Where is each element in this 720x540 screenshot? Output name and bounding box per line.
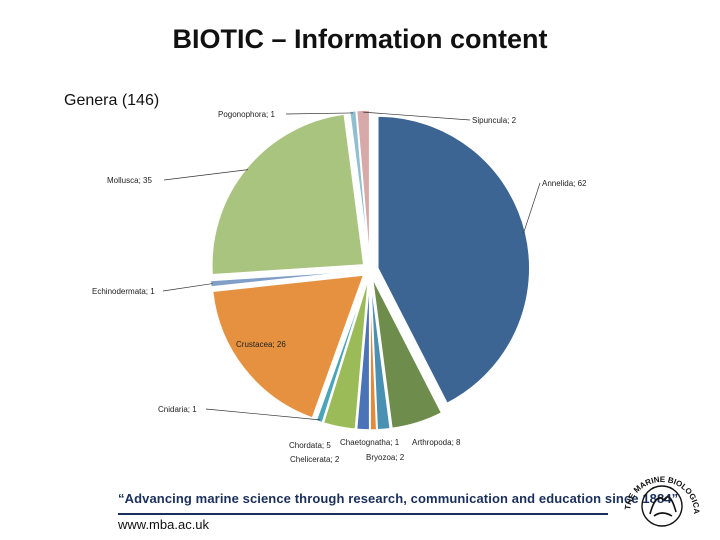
slide-title: BIOTIC – Information content (172, 24, 548, 54)
pie-slice-crustacea (211, 274, 365, 419)
pie-slices (209, 109, 531, 431)
pie-slice-cnidaria (315, 277, 369, 424)
data-label-arthropoda: Arthropoda; 8 (412, 438, 461, 447)
pie-slice-arthropoda (371, 277, 443, 430)
data-label-chaetognatha: Chaetognatha; 1 (340, 438, 400, 447)
pie-slice-mollusca (211, 113, 365, 276)
pie-slice-annelida (377, 115, 531, 405)
pie-slice-chelicerata (355, 277, 371, 431)
data-label-annelida: Annelida; 62 (542, 179, 587, 188)
data-label-mollusca: Mollusca; 35 (107, 176, 152, 185)
pie-slice-chordata (322, 277, 370, 431)
data-label-echinodermata: Echinodermata; 1 (92, 287, 155, 296)
footer-quote: “Advancing marine science through resear… (118, 491, 679, 506)
data-label-sipuncula: Sipuncula; 2 (472, 116, 517, 125)
logo-text: THE MARINE BIOLOGICAL ASSOCIATION (620, 470, 701, 514)
leader-line-echinodermata (162, 283, 213, 292)
data-label-pogonophora: Pogonophora; 1 (218, 110, 275, 119)
leader-line-pogonophora (285, 112, 354, 115)
leader-line-sipuncula (363, 111, 471, 121)
data-label-bryozoa: Bryozoa; 2 (366, 453, 405, 462)
data-label-chordata: Chordata; 5 (289, 441, 331, 450)
footer-url[interactable]: www.mba.ac.uk (118, 517, 210, 532)
pie-slice-sipuncula (355, 109, 371, 263)
leader-line-mollusca (163, 169, 249, 181)
data-labels: Annelida; 62 Arthropoda; 8 Bryozoa; 2 Chaet… (92, 110, 587, 464)
leader-line-annelida (523, 182, 541, 234)
data-label-chelicerata: Chelicerata; 2 (290, 455, 340, 464)
svg-text:THE MARINE BIOLOGICAL ASSOCIAT: THE MARINE BIOLOGICAL ASSOCIATION (620, 470, 701, 514)
chart-subtitle: Genera (146) (64, 92, 160, 109)
data-label-cnidaria: Cnidaria; 1 (158, 405, 197, 414)
mba-logo: THE MARINE BIOLOGICAL ASSOCIATION (620, 470, 701, 527)
leader-line-cnidaria (205, 408, 320, 421)
leader-lines (162, 111, 541, 421)
data-label-crustacea: Crustacea; 26 (236, 340, 286, 349)
footer-divider (118, 513, 608, 515)
